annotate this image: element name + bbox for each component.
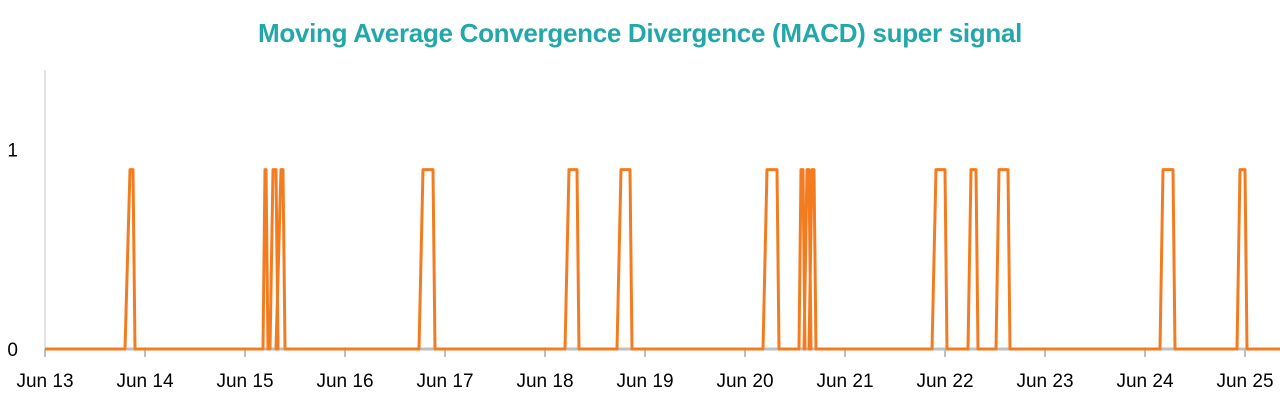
series-line — [45, 168, 1280, 351]
y-tick-label: 1 — [7, 141, 18, 162]
x-tick-label: Jun 14 — [116, 371, 173, 392]
x-tick-label: Jun 15 — [216, 371, 273, 392]
chart-title: Moving Average Convergence Divergence (M… — [257, 18, 1023, 48]
x-tick-label: Jun 23 — [1016, 371, 1073, 392]
x-tick-label: Jun 21 — [816, 371, 873, 392]
x-tick-label: Jun 17 — [416, 371, 473, 392]
series-group — [45, 168, 1280, 351]
x-tick-label: Jun 22 — [916, 371, 973, 392]
x-tick-label: Jun 24 — [1116, 371, 1173, 392]
x-tick-label: Jun 19 — [616, 371, 673, 392]
y-axis: 01 — [7, 70, 46, 361]
x-axis: Jun 13 Jun 14 Jun 15 Jun 16 Jun 17 Jun 18 Jun … — [16, 347, 1280, 392]
x-tick-label: Jun 25 — [1216, 371, 1273, 392]
x-tick-label: Jun 20 — [716, 371, 773, 392]
x-tick-label: Jun 13 — [16, 371, 73, 392]
y-tick-label: 0 — [7, 340, 18, 361]
x-tick-label: Jun 18 — [516, 371, 573, 392]
x-tick-label: Jun 16 — [316, 371, 373, 392]
